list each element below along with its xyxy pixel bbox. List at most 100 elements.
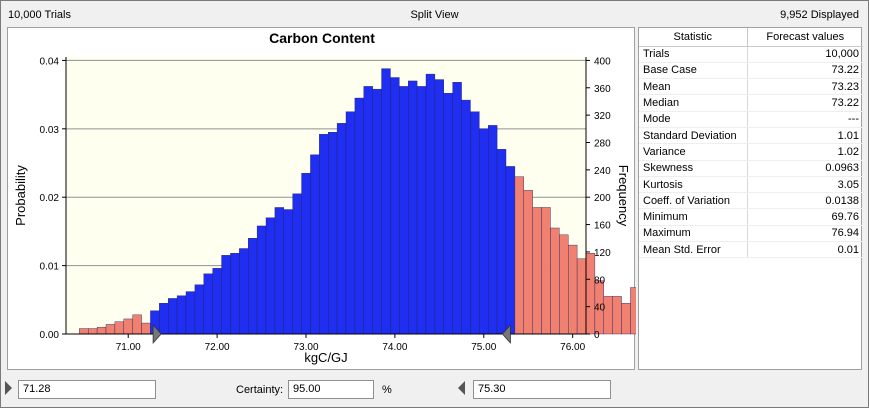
y-tick-label: 0.01 bbox=[40, 262, 60, 273]
histogram-bar bbox=[256, 225, 267, 335]
histogram-bar bbox=[390, 77, 400, 335]
statistics-table: Statistic Forecast values Trials 10,000 Ba… bbox=[639, 28, 863, 259]
histogram-bar bbox=[434, 79, 444, 335]
statistic-row: Maximum 76.94 bbox=[639, 225, 863, 243]
certainty-input[interactable]: 95.00 bbox=[288, 380, 374, 399]
histogram-bar-tail bbox=[96, 326, 107, 335]
y2-tick-label: 200 bbox=[594, 193, 611, 204]
statistic-row: Standard Deviation 1.01 bbox=[639, 127, 863, 145]
statistic-row: Mode --- bbox=[639, 111, 863, 128]
statistic-name: Coeff. of Variation bbox=[639, 192, 748, 210]
histogram-bar-tail bbox=[612, 296, 622, 335]
statistic-value: 1.01 bbox=[747, 127, 863, 145]
statistic-value: 73.23 bbox=[747, 78, 863, 96]
histogram-bar-tail bbox=[123, 318, 133, 335]
x-tick-label: 73.00 bbox=[293, 342, 318, 353]
histogram-bar bbox=[496, 149, 507, 335]
x-tick-label: 74.00 bbox=[382, 342, 407, 353]
y2-tick-label: 80 bbox=[594, 275, 606, 286]
statistic-value: 1.02 bbox=[747, 143, 863, 161]
histogram-bar-tail bbox=[541, 207, 551, 335]
upper-grabber-icon[interactable] bbox=[458, 381, 465, 395]
trials-count: 10,000 Trials bbox=[8, 9, 71, 21]
histogram-bar-tail bbox=[523, 190, 533, 335]
histogram-bar bbox=[230, 253, 240, 335]
histogram-bar bbox=[408, 80, 418, 335]
histogram-bar bbox=[301, 173, 311, 335]
lower-bound-input[interactable]: 71.28 bbox=[18, 380, 156, 399]
histogram-bar bbox=[176, 295, 187, 335]
histogram-bar bbox=[443, 93, 453, 335]
column-header-forecast-values[interactable]: Forecast values bbox=[747, 28, 863, 47]
histogram-bar-tail bbox=[88, 328, 98, 335]
x-tick-label: 75.00 bbox=[471, 342, 496, 353]
statistic-value: 73.22 bbox=[747, 62, 863, 80]
histogram-bar bbox=[310, 154, 320, 335]
histogram-bar bbox=[470, 111, 480, 335]
displayed-count: 9,952 Displayed bbox=[780, 9, 859, 21]
statistic-name: Standard Deviation bbox=[639, 127, 748, 145]
statistic-row: Mean 73.23 bbox=[639, 78, 863, 96]
statistics-header-row: Statistic Forecast values bbox=[639, 28, 863, 47]
lower-grabber-icon[interactable] bbox=[5, 381, 12, 395]
y2-tick-label: 280 bbox=[594, 138, 611, 149]
y-tick-label: 0.04 bbox=[40, 56, 60, 67]
x-tick-label: 76.00 bbox=[560, 342, 585, 353]
column-header-statistic[interactable]: Statistic bbox=[639, 28, 748, 47]
statistic-row: Skewness 0.0963 bbox=[639, 160, 863, 177]
statistic-name: Kurtosis bbox=[639, 176, 748, 194]
statistic-row: Minimum 69.76 bbox=[639, 208, 863, 226]
upper-bound-input[interactable]: 75.30 bbox=[473, 380, 611, 399]
histogram-bar-tail bbox=[585, 253, 596, 335]
y2-tick-label: 0 bbox=[594, 330, 600, 341]
histogram-bar bbox=[425, 73, 436, 335]
statistic-value: 0.0963 bbox=[747, 160, 863, 177]
statistic-name: Mode bbox=[639, 111, 748, 128]
percent-label: % bbox=[382, 384, 392, 396]
histogram-bar-tail bbox=[550, 227, 560, 335]
y-tick-label: 0.02 bbox=[40, 193, 60, 204]
x-tick-label: 71.00 bbox=[116, 342, 141, 353]
statistic-value: 76.94 bbox=[747, 225, 863, 243]
statistics-panel: Statistic Forecast values Trials 10,000 Ba… bbox=[638, 27, 863, 370]
statistic-row: Mean Std. Error 0.01 bbox=[639, 241, 863, 259]
upper-bound-grabber-icon[interactable] bbox=[501, 323, 511, 345]
y2-tick-label: 40 bbox=[594, 303, 606, 314]
histogram-bar bbox=[328, 132, 338, 335]
y2-tick-label: 120 bbox=[594, 248, 611, 259]
x-tick-label: 72.00 bbox=[205, 342, 230, 353]
statistic-value: --- bbox=[747, 111, 863, 128]
statistic-name: Skewness bbox=[639, 160, 748, 177]
histogram-bar bbox=[336, 123, 347, 335]
statistic-row: Base Case 73.22 bbox=[639, 62, 863, 80]
histogram-bar-tail bbox=[559, 234, 569, 335]
histogram-bar-tail bbox=[568, 244, 578, 335]
y-tick-label: 0.00 bbox=[40, 330, 60, 341]
statistic-row: Median 73.22 bbox=[639, 94, 863, 112]
y2-tick-label: 320 bbox=[594, 111, 611, 122]
histogram-bar bbox=[452, 82, 462, 335]
histogram-bar bbox=[479, 128, 489, 335]
histogram-bar-tail bbox=[514, 176, 524, 335]
statistic-row: Trials 10,000 bbox=[639, 46, 863, 63]
histogram-bar bbox=[354, 97, 364, 335]
statistic-value: 3.05 bbox=[747, 176, 863, 194]
y-tick-label: 0.03 bbox=[40, 125, 60, 136]
histogram-bar-tail bbox=[105, 324, 116, 335]
statistic-name: Minimum bbox=[639, 208, 748, 226]
histogram-bar bbox=[194, 284, 204, 335]
histogram-bar bbox=[274, 207, 284, 335]
histogram-bar bbox=[416, 86, 427, 335]
histogram-bar-tail bbox=[114, 321, 124, 335]
lower-bound-grabber-icon[interactable] bbox=[152, 323, 162, 345]
statistic-value: 10,000 bbox=[747, 46, 863, 63]
histogram-bar-tail bbox=[630, 287, 636, 335]
histogram-bar bbox=[292, 193, 302, 335]
statistic-name: Mean Std. Error bbox=[639, 241, 748, 259]
histogram-bar bbox=[203, 273, 213, 335]
histogram-bar bbox=[265, 217, 276, 335]
statistic-value: 69.76 bbox=[747, 208, 863, 226]
histogram-chart: 0.00 0.01 0.02 0.03 0.04 0 40 80 120 160 200 240 280… bbox=[13, 56, 636, 365]
histogram-bar bbox=[248, 238, 258, 335]
y2-tick-label: 400 bbox=[594, 56, 611, 67]
